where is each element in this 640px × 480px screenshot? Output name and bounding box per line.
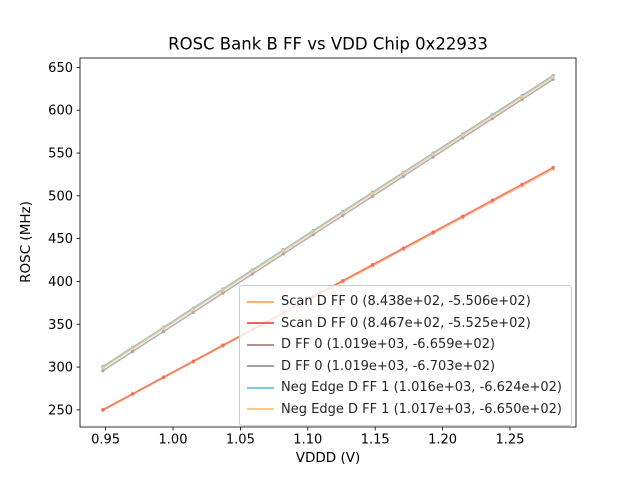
x-tick-label: 1.25 — [495, 433, 524, 448]
data-point-marker — [101, 369, 105, 373]
y-axis-label: ROSC (MHz) — [18, 201, 34, 283]
series-line — [102, 75, 554, 368]
legend-line-sample — [247, 365, 274, 368]
data-point-marker — [221, 288, 225, 292]
data-point-marker — [341, 279, 345, 283]
legend-label: Scan D FF 0 (8.467e+02, -5.525e+02) — [281, 315, 531, 331]
y-tick-label: 300 — [48, 361, 73, 376]
data-point-marker — [401, 246, 406, 250]
data-point-marker — [281, 252, 286, 256]
legend-item: D FF 0 (1.019e+03, -6.659e+02) — [247, 334, 562, 356]
y-tick-label: 600 — [48, 104, 73, 119]
x-tick-label: 1.20 — [428, 433, 457, 448]
data-point-marker — [461, 136, 465, 140]
y-tick-label: 400 — [48, 275, 73, 290]
legend-item: Neg Edge D FF 1 (1.017e+03, -6.650e+02) — [247, 399, 562, 421]
data-point-marker — [401, 174, 406, 178]
legend-label: Neg Edge D FF 1 (1.017e+03, -6.650e+02) — [281, 401, 562, 417]
data-point-marker — [370, 263, 375, 267]
data-point-marker — [551, 165, 555, 170]
data-point-marker — [520, 182, 524, 186]
data-point-marker — [161, 329, 166, 334]
data-point-marker — [341, 213, 345, 218]
legend-item: Neg Edge D FF 1 (1.016e+03, -6.624e+02) — [247, 377, 562, 399]
legend-line-sample — [247, 300, 274, 303]
data-point-marker — [311, 230, 315, 234]
data-point-marker — [191, 307, 195, 312]
series-line — [102, 76, 554, 369]
legend-line-sample — [247, 343, 274, 346]
legend: Scan D FF 0 (8.438e+02, -5.506e+02) Scan … — [239, 285, 572, 426]
data-point-marker — [191, 359, 195, 363]
y-tick-label: 550 — [48, 147, 73, 162]
data-point-marker — [191, 310, 195, 314]
data-point-marker — [461, 133, 465, 137]
y-tick-label: 250 — [48, 403, 73, 418]
data-point-marker — [281, 249, 286, 253]
series-line — [102, 78, 554, 372]
axes-frame — [79, 57, 577, 428]
data-point-marker — [130, 347, 135, 351]
data-point-marker — [490, 198, 495, 202]
data-point-marker — [520, 95, 524, 99]
data-point-marker — [130, 392, 135, 396]
x-tick-label: 1.15 — [361, 433, 390, 448]
data-point-marker — [551, 77, 555, 82]
data-point-marker — [250, 272, 255, 276]
chart-title: ROSC Bank B FF vs VDD Chip 0x22933 — [168, 34, 488, 54]
legend-item: Scan D FF 0 (8.438e+02, -5.506e+02) — [247, 291, 562, 313]
legend-label: D FF 0 (1.019e+03, -6.659e+02) — [281, 337, 496, 353]
data-point-marker — [221, 291, 225, 295]
y-tick-label: 500 — [48, 189, 73, 204]
data-point-marker — [431, 230, 435, 234]
y-tick-label: 650 — [48, 61, 73, 76]
data-point-marker — [461, 214, 465, 218]
data-point-marker — [490, 114, 495, 118]
x-tick-label: 1.05 — [226, 433, 255, 448]
data-point-marker — [101, 408, 105, 412]
data-point-marker — [161, 375, 166, 379]
data-point-marker — [401, 172, 406, 176]
legend-item: Scan D FF 0 (8.467e+02, -5.525e+02) — [247, 313, 562, 335]
y-tick-label: 350 — [48, 318, 73, 333]
x-tick-label: 0.95 — [91, 433, 120, 448]
data-point-marker — [101, 366, 105, 370]
data-point-marker — [551, 75, 555, 79]
x-tick-label: 1.10 — [293, 433, 322, 448]
legend-label: Neg Edge D FF 1 (1.016e+03, -6.624e+02) — [281, 380, 562, 396]
legend-item: D FF 0 (1.019e+03, -6.703e+02) — [247, 356, 562, 378]
data-point-marker — [490, 116, 495, 121]
data-point-marker — [431, 155, 435, 159]
y-tick-label: 450 — [48, 232, 73, 247]
legend-line-sample — [247, 322, 274, 325]
data-point-marker — [341, 211, 345, 215]
data-point-marker — [130, 349, 135, 354]
legend-line-sample — [247, 386, 274, 389]
x-tick-label: 1.00 — [159, 433, 188, 448]
data-point-marker — [161, 326, 166, 331]
legend-label: Scan D FF 0 (8.438e+02, -5.506e+02) — [281, 294, 531, 310]
data-point-marker — [520, 97, 524, 102]
data-point-marker — [221, 343, 225, 347]
legend-label: D FF 0 (1.019e+03, -6.703e+02) — [281, 358, 496, 374]
data-point-marker — [370, 192, 375, 196]
data-point-marker — [370, 194, 375, 198]
x-axis-label: VDDD (V) — [295, 450, 361, 466]
data-point-marker — [431, 152, 435, 157]
data-point-marker — [311, 232, 315, 237]
data-point-marker — [250, 269, 255, 273]
legend-line-sample — [247, 408, 274, 411]
